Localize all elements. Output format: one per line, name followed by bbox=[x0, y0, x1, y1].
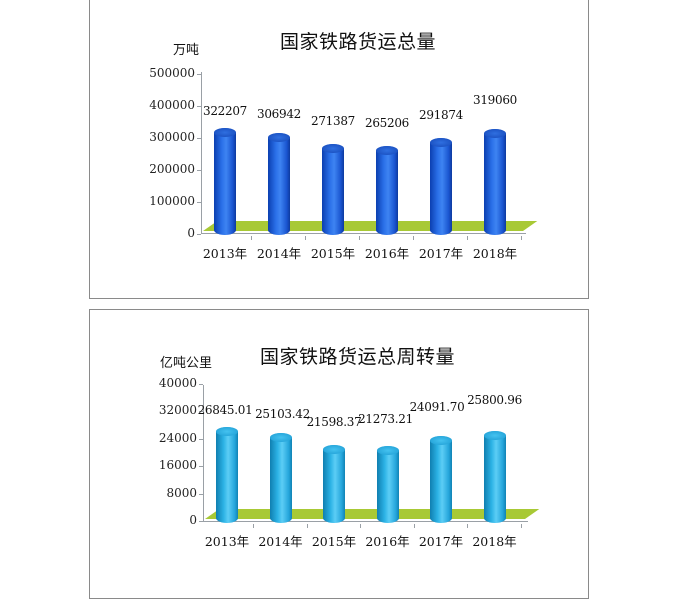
bar-2013 bbox=[214, 127, 236, 235]
x-tick-label: 2014年 bbox=[258, 534, 303, 549]
y-tick-label: 40000 bbox=[158, 376, 197, 390]
y-tick-mark bbox=[197, 234, 201, 235]
x-tick-label: 2017年 bbox=[418, 534, 464, 549]
bar-cap bbox=[430, 436, 452, 446]
chart-panel-freight-volume: 国家铁路货运总量 万吨 500000 400000 300000 200000 1000… bbox=[89, 0, 589, 299]
y-tick-mark bbox=[197, 138, 201, 139]
x-tick-mark bbox=[413, 236, 414, 240]
x-tick-label: 2018年 bbox=[472, 534, 517, 549]
x-tick-mark bbox=[467, 524, 468, 528]
bar-2017 bbox=[430, 137, 452, 235]
bar-cap bbox=[322, 144, 344, 154]
bar-cap bbox=[323, 445, 345, 455]
x-tick-label: 2016年 bbox=[365, 534, 410, 549]
y-tick-label: 0 bbox=[189, 513, 197, 527]
data-label: 306942 bbox=[256, 106, 301, 121]
bar-2017 bbox=[430, 436, 452, 523]
bar-2018 bbox=[484, 128, 506, 235]
y-tick-mark bbox=[199, 411, 203, 413]
bar-2014 bbox=[268, 132, 290, 235]
bar-cap bbox=[483, 430, 506, 440]
data-label: 21598.37 bbox=[306, 415, 362, 430]
x-tick-mark bbox=[467, 236, 468, 240]
bar-cap bbox=[484, 128, 506, 138]
bar-cap bbox=[269, 433, 292, 443]
x-tick-label: 2013年 bbox=[202, 246, 248, 261]
y-tick-label: 32000 bbox=[158, 403, 197, 418]
bar-cap bbox=[376, 446, 399, 456]
x-tick-mark bbox=[413, 524, 415, 528]
x-tick-label: 2015年 bbox=[311, 534, 357, 549]
bar-2015 bbox=[322, 144, 344, 235]
bar-cap bbox=[430, 137, 452, 147]
x-tick-mark bbox=[360, 524, 361, 528]
y-tick-mark bbox=[199, 384, 203, 385]
x-tick-mark bbox=[253, 524, 254, 528]
data-label: 271387 bbox=[310, 114, 355, 129]
bar-cap bbox=[216, 427, 238, 437]
y-tick-mark bbox=[199, 493, 203, 495]
data-label: 25800.96 bbox=[467, 392, 522, 407]
y-tick-label: 300000 bbox=[149, 130, 195, 144]
y-tick-label: 16000 bbox=[158, 458, 197, 473]
y-tick-mark bbox=[199, 466, 203, 468]
chart-title: 国家铁路货运总量 bbox=[280, 31, 437, 53]
bar-2016 bbox=[376, 146, 398, 235]
y-tick-mark bbox=[197, 74, 201, 75]
data-label: 25103.42 bbox=[255, 407, 310, 422]
y-tick-label: 24000 bbox=[158, 430, 197, 445]
x-tick-mark bbox=[306, 524, 308, 528]
y-tick-mark bbox=[199, 438, 203, 440]
y-tick-mark bbox=[197, 106, 201, 107]
y-tick-mark bbox=[197, 202, 201, 203]
x-tick-label: 2013年 bbox=[204, 534, 250, 549]
data-label: 24091.70 bbox=[409, 400, 465, 415]
x-axis-line bbox=[203, 521, 528, 522]
y-tick-label: 0 bbox=[187, 226, 195, 240]
chart-title: 国家铁路货运总周转量 bbox=[260, 346, 456, 368]
y-axis-unit: 万吨 bbox=[173, 43, 200, 58]
chart-panel-freight-turnover: 国家铁路货运总周转量 亿吨公里 40000 32000 24000 16000 8000… bbox=[89, 309, 589, 599]
data-label: 319060 bbox=[472, 92, 517, 107]
x-tick-mark bbox=[251, 236, 252, 240]
x-tick-label: 2015年 bbox=[310, 246, 356, 261]
x-tick-label: 2014年 bbox=[256, 246, 302, 261]
data-label: 322207 bbox=[202, 103, 247, 118]
x-axis-line bbox=[201, 233, 526, 234]
bar-2013 bbox=[216, 427, 238, 523]
y-tick-label: 200000 bbox=[149, 162, 195, 176]
bar-cap bbox=[268, 132, 290, 142]
y-tick-label: 8000 bbox=[166, 485, 197, 500]
x-tick-label: 2018年 bbox=[472, 246, 518, 261]
bar-2018 bbox=[483, 430, 506, 523]
y-axis-unit: 亿吨公里 bbox=[160, 356, 213, 371]
y-tick-label: 400000 bbox=[149, 98, 195, 112]
bar-cap bbox=[214, 127, 236, 137]
bar-cap bbox=[376, 146, 398, 156]
x-tick-label: 2017年 bbox=[418, 246, 464, 261]
data-label: 21273.21 bbox=[358, 412, 413, 427]
y-axis-line bbox=[203, 385, 204, 522]
y-tick-mark bbox=[199, 521, 203, 522]
x-tick-mark bbox=[520, 524, 522, 528]
x-tick-mark bbox=[305, 236, 306, 240]
bar-2014 bbox=[269, 433, 292, 523]
bar-2016 bbox=[376, 446, 399, 523]
x-tick-mark bbox=[359, 236, 360, 240]
bar-2015 bbox=[323, 445, 345, 523]
data-label: 265206 bbox=[364, 116, 409, 131]
y-axis-line bbox=[201, 72, 202, 234]
data-label: 291874 bbox=[418, 107, 463, 122]
x-tick-label: 2016年 bbox=[364, 246, 410, 261]
data-label: 26845.01 bbox=[197, 403, 253, 418]
y-tick-label: 500000 bbox=[149, 66, 195, 80]
x-tick-mark bbox=[521, 236, 522, 240]
y-tick-mark bbox=[197, 170, 201, 171]
y-tick-label: 100000 bbox=[149, 194, 195, 208]
